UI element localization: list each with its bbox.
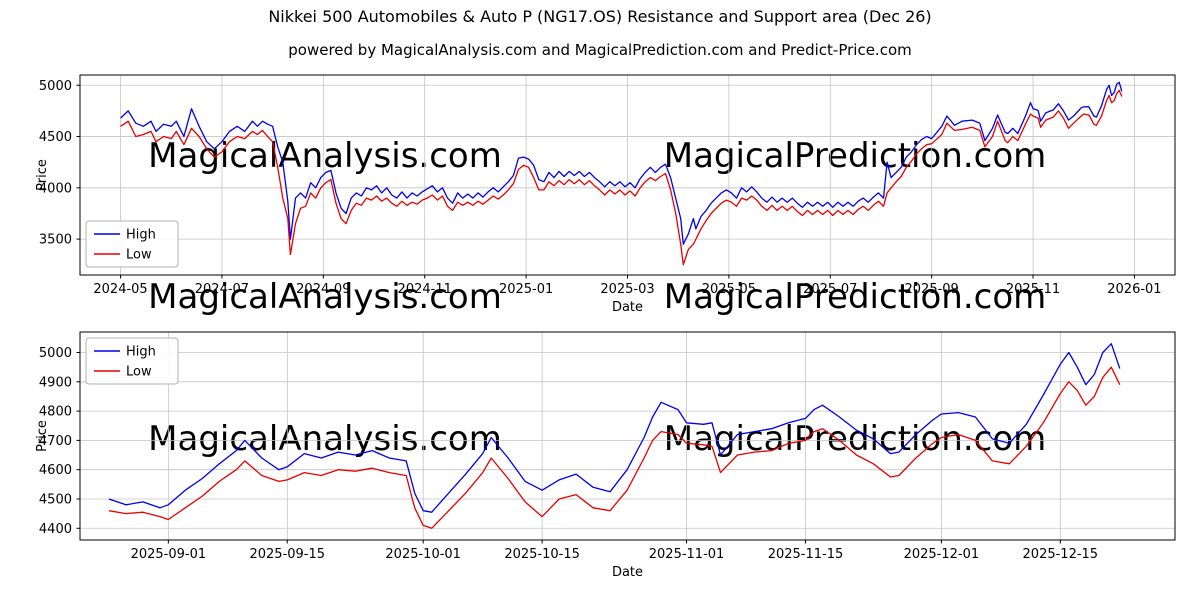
plots-layer: 2024-05 2024-07 2024-09 2024-11 2025-01 2025-…: [35, 74, 1176, 580]
watermark-analysis: MagicalAnalysis.com: [148, 136, 502, 176]
legend-high-label: High: [126, 228, 156, 243]
x-tick-label: 2024-05: [93, 282, 147, 297]
x-tick-label: 2025-10-15: [504, 547, 580, 562]
y-tick-label: 4500: [39, 492, 72, 507]
x-tick-label: 2026-01: [1107, 282, 1161, 297]
x-tick-label: 2025-03: [600, 282, 654, 297]
x-axis-label: Date: [612, 565, 643, 580]
low-line: [120, 89, 1123, 266]
watermark-prediction: MagicalPrediction.com: [664, 277, 1047, 317]
high-line: [120, 81, 1123, 245]
x-tick-label: 2025-11-01: [649, 547, 725, 562]
chart-subtitle: powered by MagicalAnalysis.com and Magic…: [288, 41, 912, 59]
y-tick-label: 4700: [39, 434, 72, 449]
x-tick-label: 2025-09-15: [249, 547, 325, 562]
x-axis-label: Date: [612, 300, 643, 315]
legend-low-label: Low: [126, 365, 152, 380]
x-tick-label: 2025-10-01: [385, 547, 461, 562]
y-tick-label: 4500: [39, 130, 72, 145]
y-tick-label: 4000: [39, 181, 72, 196]
y-axis-label: Price: [35, 420, 50, 452]
low-line: [108, 366, 1121, 529]
y-tick-label: 4600: [39, 463, 72, 478]
y-tick-label: 4900: [39, 375, 72, 390]
legend: High Low: [85, 337, 179, 385]
x-tick-label: 2025-07: [803, 282, 857, 297]
y-tick-label: 3500: [39, 233, 72, 248]
x-tick-label: 2025-12-01: [904, 547, 980, 562]
legend: High Low: [85, 220, 179, 268]
x-tick-label: 2025-12-15: [1023, 547, 1099, 562]
subplot-recent-detail: 2025-09-01 2025-09-15 2025-10-01 2025-10-15…: [35, 331, 1176, 580]
watermark-prediction: MagicalPrediction.com: [664, 136, 1047, 176]
subplot-full-history: 2024-05 2024-07 2024-09 2024-11 2025-01 2025-…: [35, 74, 1176, 315]
x-tick-label: 2025-11: [1006, 282, 1060, 297]
watermark-analysis: MagicalAnalysis.com: [148, 277, 502, 317]
y-tick-label: 5000: [39, 79, 72, 94]
watermark-analysis: MagicalAnalysis.com: [148, 419, 502, 459]
legend-box: [85, 337, 179, 385]
high-line: [108, 343, 1121, 513]
y-tick-label: 5000: [39, 346, 72, 361]
axes-spines: [79, 331, 1176, 541]
y-axis-label: Price: [35, 159, 50, 191]
legend-box: [85, 220, 179, 268]
x-tick-label: 2025-11-15: [768, 547, 844, 562]
x-tick-label: 2024-11: [398, 282, 452, 297]
legend-low-label: Low: [126, 248, 152, 263]
x-tick-label: 2025-09: [905, 282, 959, 297]
x-tick-label: 2025-01: [499, 282, 553, 297]
watermark-layer: MagicalAnalysis.com MagicalPrediction.com…: [148, 136, 1046, 459]
x-tick-label: 2025-05: [702, 282, 756, 297]
x-tick-label: 2024-07: [195, 282, 249, 297]
x-tick-label: 2025-09-01: [131, 547, 207, 562]
legend-high-label: High: [126, 345, 156, 360]
y-tick-label: 4800: [39, 405, 72, 420]
y-tick-label: 4400: [39, 522, 72, 537]
chart-title: Nikkei 500 Automobiles & Auto P (NG17.OS…: [268, 7, 931, 26]
x-tick-label: 2024-09: [296, 282, 350, 297]
